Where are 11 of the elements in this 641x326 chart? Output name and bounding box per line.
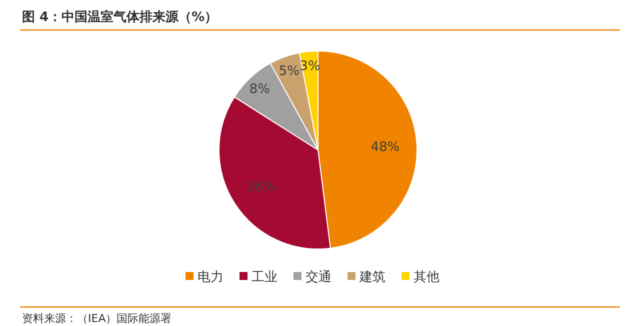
data-label: 5%	[278, 64, 300, 79]
data-label: 36%	[246, 180, 276, 196]
legend-label: 电力	[198, 270, 224, 285]
legend-label: 工业	[252, 270, 278, 285]
data-label: 48%	[370, 140, 400, 155]
text: 资料来源：（IEA）国际能源署	[22, 312, 172, 325]
legend-label: 其他	[414, 270, 440, 285]
legend-label: 建筑	[358, 270, 386, 285]
chart-title: 图 4：中国温室气体排来源（%）	[22, 9, 218, 25]
legend-label: 交通	[306, 269, 332, 285]
data-label: 8%	[249, 82, 270, 97]
